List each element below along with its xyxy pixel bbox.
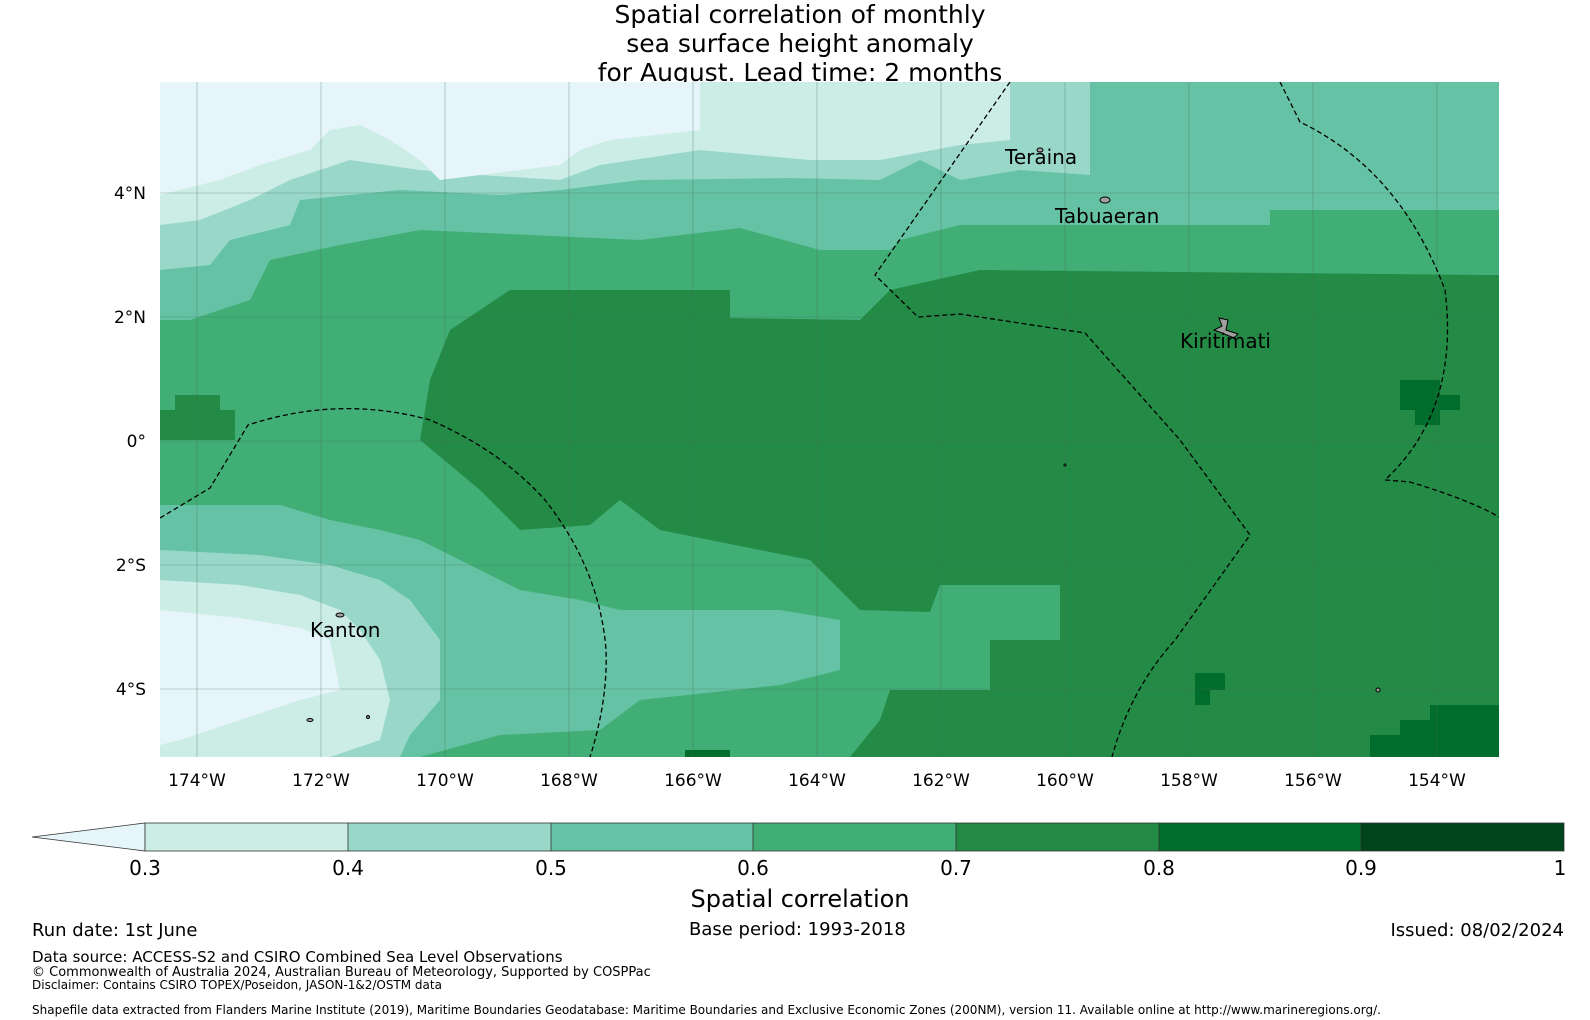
lon-tick-label: 172°W	[292, 771, 350, 791]
colorbar-tick-label: 0.9	[1345, 856, 1377, 880]
colorbar-title: Spatial correlation	[690, 885, 910, 913]
place-kiritimati: Kiritimati	[1180, 329, 1271, 353]
eez-boundary-east	[1279, 82, 1499, 518]
colorbar-tick-label: 0.5	[535, 856, 567, 880]
graticule	[160, 82, 1499, 757]
colorbar-tick-label: 0.6	[737, 856, 769, 880]
place-tabuaeran: Tabuaeran	[1054, 204, 1159, 228]
lon-tick-label: 158°W	[1160, 771, 1218, 791]
field-0.8-east	[1400, 380, 1460, 425]
base-period: Base period: 1993-2018	[689, 919, 906, 940]
shapefile-credit: Shapefile data extracted from Flanders M…	[32, 1003, 1381, 1017]
colorbar-swatch	[145, 823, 348, 851]
place-teraina: Teraina	[1004, 145, 1077, 169]
correlation-map: Teraina Tabuaeran Kiritimati Kanton 4°N …	[31, 82, 1565, 852]
island-teraina	[1036, 147, 1044, 153]
lon-tick-label: 162°W	[912, 771, 970, 791]
colorbar-outline	[144, 822, 1565, 852]
colorbar-swatch	[551, 823, 753, 851]
colorbar-tick-label: 0.8	[1143, 856, 1175, 880]
island-tabuaeran	[1099, 196, 1111, 204]
lon-tick-label: 168°W	[540, 771, 598, 791]
field-0.8-southeast	[1370, 705, 1499, 757]
colorbar-tick-label: 1	[1553, 856, 1567, 880]
lon-tick-label: 154°W	[1408, 771, 1466, 791]
map-plot-area	[160, 82, 1499, 757]
title-line-1: Spatial correlation of monthly	[614, 0, 986, 29]
data-source: Data source: ACCESS-S2 and CSIRO Combine…	[32, 948, 563, 966]
island-small-1	[306, 718, 314, 722]
copyright: © Commonwealth of Australia 2024, Austra…	[32, 965, 651, 980]
lat-tick-label: 2°S	[116, 556, 146, 576]
field-below-0.3-south	[160, 610, 340, 745]
colorbar-swatch	[1159, 823, 1361, 851]
field-below-0.3-north	[160, 82, 700, 195]
lon-tick-label: 166°W	[664, 771, 722, 791]
title-line-2: sea surface height anomaly	[626, 29, 974, 58]
lat-tick-label: 4°S	[116, 680, 146, 700]
disclaimer: Disclaimer: Contains CSIRO TOPEX/Poseido…	[32, 978, 442, 992]
islands	[306, 147, 1381, 722]
lat-tick-label: 0°	[127, 432, 146, 452]
lon-tick-label: 164°W	[788, 771, 846, 791]
lat-tick-label: 2°N	[114, 308, 146, 328]
island-kanton	[335, 612, 345, 618]
colorbar-swatch	[956, 823, 1159, 851]
lat-tick-label: 4°N	[114, 184, 146, 204]
lon-tick-label: 160°W	[1036, 771, 1094, 791]
field-0.7-west	[160, 395, 235, 440]
lon-tick-label: 156°W	[1284, 771, 1342, 791]
colorbar-tick-label: 0.3	[129, 856, 161, 880]
lon-tick-label: 174°W	[168, 771, 226, 791]
place-kanton: Kanton	[310, 618, 380, 642]
eez-boundary-kiribati-line	[874, 82, 1251, 757]
island-small-3	[1375, 687, 1381, 693]
colorbar-extend-arrow	[31, 822, 146, 852]
island-kiritimati	[1212, 317, 1239, 339]
colorbar	[31, 822, 1565, 852]
eez-boundary-kanton	[160, 408, 607, 757]
run-date: Run date: 1st June	[32, 920, 198, 941]
colorbar-tick-label: 0.4	[332, 856, 364, 880]
colorbar-swatch	[348, 823, 551, 851]
field-0.8-small-2	[685, 750, 730, 757]
island-small-2	[366, 715, 370, 719]
issued-date: Issued: 08/02/2024	[1390, 920, 1564, 941]
colorbar-tick-label: 0.7	[940, 856, 972, 880]
colorbar-swatch	[1361, 823, 1564, 851]
lon-tick-label: 170°W	[416, 771, 474, 791]
eez-boundaries	[160, 82, 1499, 757]
colorbar-swatch	[753, 823, 956, 851]
island-small-4	[1063, 463, 1067, 467]
